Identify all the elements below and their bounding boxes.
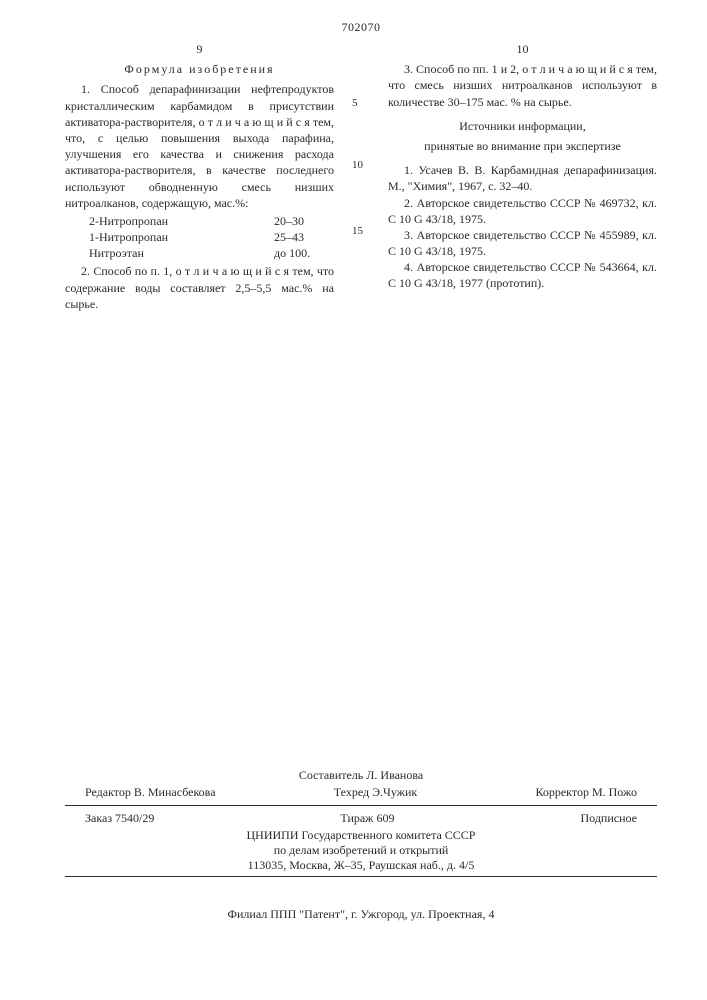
left-col-number: 9	[65, 41, 334, 57]
page: 702070 9 Формула изобретения 1. Способ д…	[0, 0, 707, 1000]
order-row: Заказ 7540/29 Тираж 609 Подписное	[65, 809, 657, 828]
divider	[65, 805, 657, 806]
table-row: Нитроэтан до 100.	[89, 245, 334, 261]
editor: Редактор В. Минасбекова	[85, 785, 216, 800]
line-numbers: 5 10 15	[352, 41, 370, 312]
composition-table: 2-Нитропропан 20–30 1-Нитропропан 25–43 …	[89, 213, 334, 262]
claim-1: 1. Способ депарафинизации нефтепродуктов…	[65, 81, 334, 211]
corrector: Корректор М. Пожо	[535, 785, 637, 800]
formula-title: Формула изобретения	[65, 61, 334, 77]
branch-line: Филиал ППП "Патент", г. Ужгород, ул. Про…	[65, 907, 657, 922]
sources-title-1: Источники информации,	[388, 118, 657, 134]
left-column: 9 Формула изобретения 1. Способ депарафи…	[65, 41, 334, 312]
comp-name: Нитроэтан	[89, 245, 274, 261]
subscription: Подписное	[581, 811, 638, 826]
divider	[65, 876, 657, 877]
claim-3: 3. Способ по пп. 1 и 2, о т л и ч а ю щ …	[388, 61, 657, 110]
line-num-10: 10	[352, 159, 363, 171]
techred: Техред Э.Чужик	[334, 785, 417, 800]
address: 113035, Москва, Ж–35, Раушская наб., д. …	[65, 858, 657, 873]
line-num-15: 15	[352, 225, 363, 237]
compiler: Составитель Л. Иванова	[65, 768, 657, 783]
imprint-block: Составитель Л. Иванова Редактор В. Минас…	[65, 768, 657, 880]
right-col-number: 10	[388, 41, 657, 57]
comp-name: 1-Нитропропан	[89, 229, 274, 245]
comp-name: 2-Нитропропан	[89, 213, 274, 229]
source-1: 1. Усачев В. В. Карбамидная депарафиниза…	[388, 162, 657, 194]
comp-val: до 100.	[274, 245, 334, 261]
credits-row: Редактор В. Минасбекова Техред Э.Чужик К…	[65, 783, 657, 802]
source-3: 3. Авторское свидетельство СССР № 455989…	[388, 227, 657, 259]
comp-val: 25–43	[274, 229, 334, 245]
order: Заказ 7540/29	[85, 811, 154, 826]
org-line-1: ЦНИИПИ Государственного комитета СССР	[65, 828, 657, 843]
right-column: 10 3. Способ по пп. 1 и 2, о т л и ч а ю…	[388, 41, 657, 312]
comp-val: 20–30	[274, 213, 334, 229]
table-row: 1-Нитропропан 25–43	[89, 229, 334, 245]
body-columns: 9 Формула изобретения 1. Способ депарафи…	[65, 41, 657, 312]
source-2: 2. Авторское свидетельство СССР № 469732…	[388, 195, 657, 227]
sources-title-2: принятые во внимание при экспертизе	[388, 138, 657, 154]
org-line-2: по делам изобретений и открытий	[65, 843, 657, 858]
claim-2: 2. Способ по п. 1, о т л и ч а ю щ и й с…	[65, 263, 334, 312]
source-4: 4. Авторское свидетельство СССР № 543664…	[388, 259, 657, 291]
doc-number: 702070	[65, 20, 657, 35]
line-num-5: 5	[352, 97, 358, 109]
table-row: 2-Нитропропан 20–30	[89, 213, 334, 229]
tirage: Тираж 609	[340, 811, 394, 826]
